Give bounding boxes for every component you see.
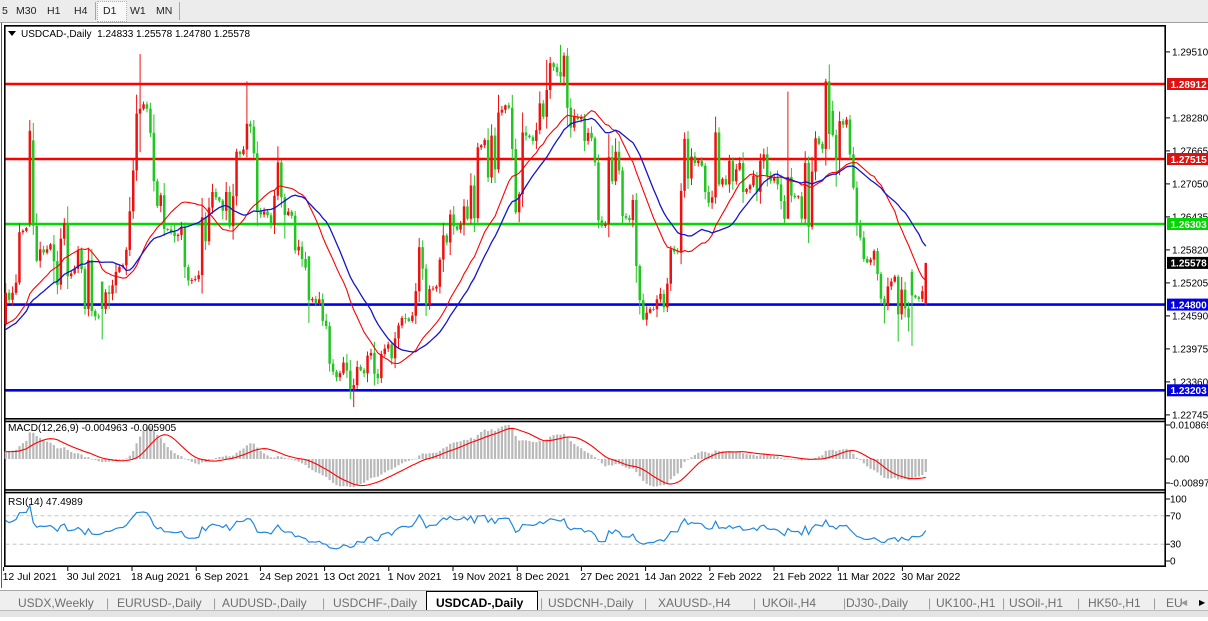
svg-text:0: 0 [1170, 557, 1176, 568]
svg-text:1.25578: 1.25578 [1171, 259, 1208, 270]
svg-text:RSI(14) 47.4989: RSI(14) 47.4989 [8, 497, 83, 508]
svg-text:USDCAD-,Daily 1.24833 1.25578: USDCAD-,Daily 1.24833 1.25578 1.24780 1.… [21, 29, 250, 40]
svg-text:13 Oct 2021: 13 Oct 2021 [324, 571, 381, 583]
svg-text:1.26303: 1.26303 [1171, 220, 1208, 231]
svg-text:1.23203: 1.23203 [1171, 386, 1208, 397]
svg-text:18 Aug 2021: 18 Aug 2021 [131, 571, 190, 583]
svg-text:1.28912: 1.28912 [1171, 80, 1208, 91]
svg-text:1.24800: 1.24800 [1171, 300, 1208, 311]
svg-text:-0.008974: -0.008974 [1170, 479, 1208, 490]
svg-text:30 Mar 2022: 30 Mar 2022 [901, 571, 960, 583]
svg-text:27 Dec 2021: 27 Dec 2021 [580, 571, 640, 583]
svg-text:14 Jan 2022: 14 Jan 2022 [645, 571, 703, 583]
svg-text:0.00: 0.00 [1170, 455, 1190, 466]
svg-text:1.26435: 1.26435 [1172, 212, 1208, 223]
svg-text:12 Jul 2021: 12 Jul 2021 [3, 571, 57, 583]
svg-text:30 Jul 2021: 30 Jul 2021 [67, 571, 121, 583]
svg-text:6 Sep 2021: 6 Sep 2021 [195, 571, 249, 583]
svg-text:24 Sep 2021: 24 Sep 2021 [259, 571, 319, 583]
svg-text:21 Feb 2022: 21 Feb 2022 [773, 571, 832, 583]
svg-text:1.29510: 1.29510 [1172, 47, 1208, 58]
svg-text:8 Dec 2021: 8 Dec 2021 [516, 571, 570, 583]
svg-text:1.27515: 1.27515 [1171, 155, 1208, 166]
svg-text:MACD(12,26,9) -0.004963 -0.005: MACD(12,26,9) -0.004963 -0.005905 [8, 423, 177, 434]
svg-text:100: 100 [1170, 495, 1187, 506]
svg-text:1.23360: 1.23360 [1172, 377, 1208, 388]
svg-text:1.25205: 1.25205 [1172, 278, 1208, 289]
svg-text:0.010869: 0.010869 [1170, 421, 1208, 432]
svg-text:30: 30 [1170, 540, 1182, 551]
svg-text:1.24590: 1.24590 [1172, 311, 1208, 322]
svg-text:2 Feb 2022: 2 Feb 2022 [709, 571, 762, 583]
svg-text:19 Nov 2021: 19 Nov 2021 [452, 571, 512, 583]
svg-text:1.23975: 1.23975 [1172, 344, 1208, 355]
svg-text:1.25820: 1.25820 [1172, 245, 1208, 256]
svg-text:1.27665: 1.27665 [1172, 146, 1208, 157]
svg-text:11 Mar 2022: 11 Mar 2022 [837, 571, 895, 583]
svg-text:1 Nov 2021: 1 Nov 2021 [388, 571, 442, 583]
svg-text:1.22745: 1.22745 [1172, 410, 1208, 421]
svg-text:70: 70 [1170, 511, 1182, 522]
svg-text:1.28280: 1.28280 [1172, 113, 1208, 124]
svg-text:1.27050: 1.27050 [1172, 179, 1208, 190]
